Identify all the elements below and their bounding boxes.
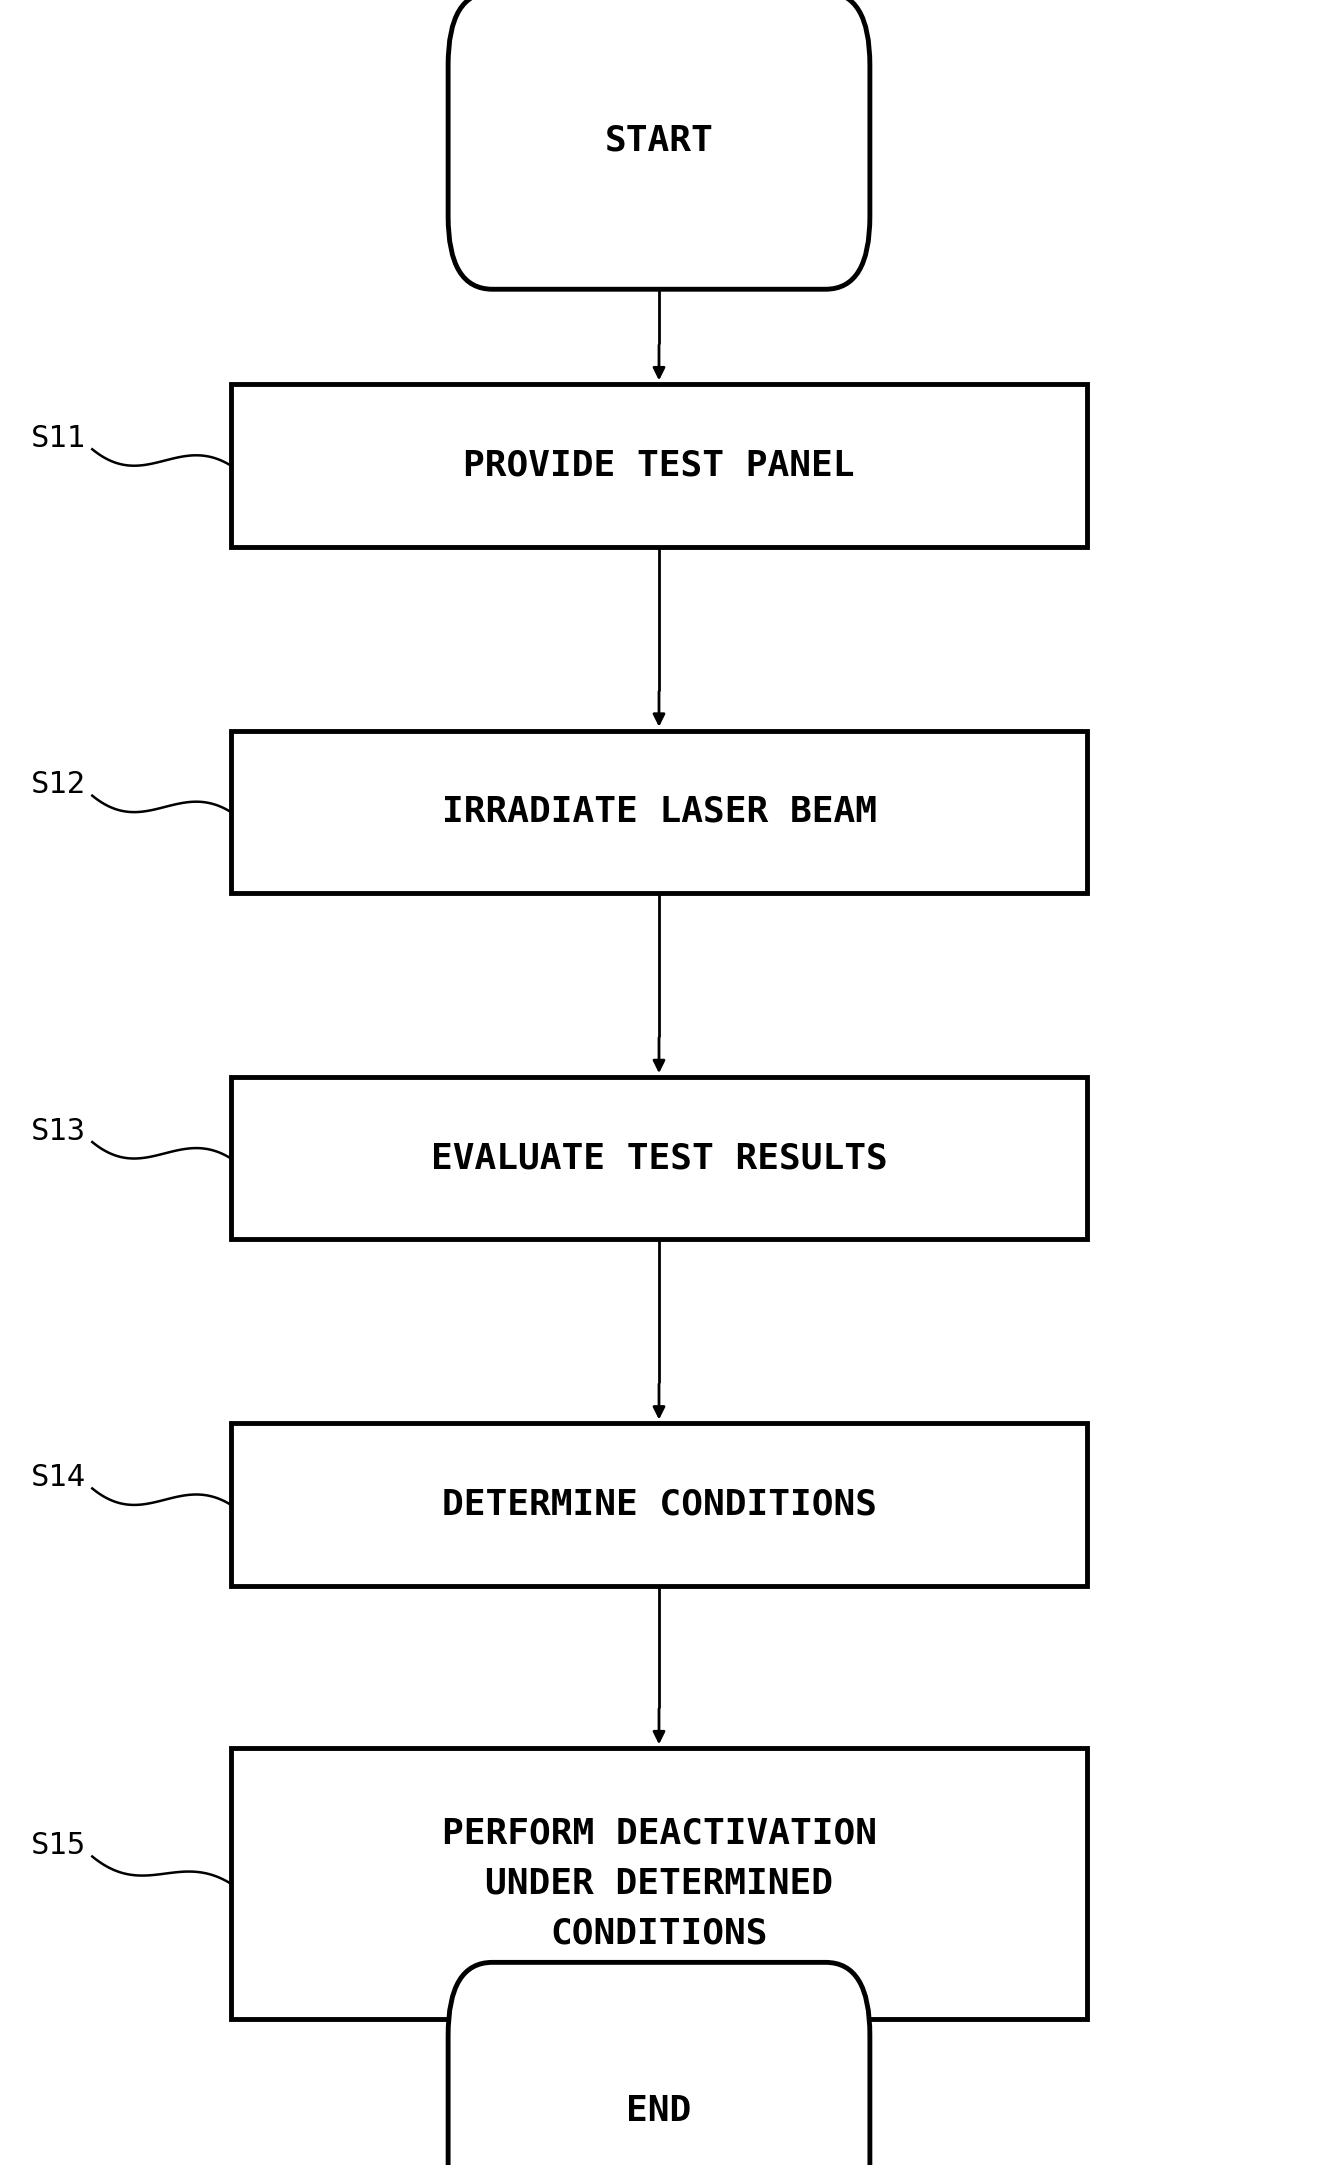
- Text: S14: S14: [30, 1464, 86, 1492]
- Text: PERFORM DEACTIVATION
UNDER DETERMINED
CONDITIONS: PERFORM DEACTIVATION UNDER DETERMINED CO…: [442, 1816, 876, 1951]
- Text: START: START: [605, 123, 713, 158]
- Text: PROVIDE TEST PANEL: PROVIDE TEST PANEL: [463, 448, 855, 483]
- Text: END: END: [626, 2094, 692, 2128]
- Text: DETERMINE CONDITIONS: DETERMINE CONDITIONS: [442, 1487, 876, 1522]
- FancyBboxPatch shape: [448, 0, 870, 290]
- Bar: [231, 1425, 1087, 1585]
- Text: S13: S13: [30, 1117, 86, 1145]
- Bar: [231, 1749, 1087, 2018]
- Bar: [231, 1078, 1087, 1238]
- Text: S12: S12: [30, 771, 86, 799]
- FancyBboxPatch shape: [448, 1961, 870, 2165]
- Bar: [231, 385, 1087, 548]
- Text: IRRADIATE LASER BEAM: IRRADIATE LASER BEAM: [442, 795, 876, 829]
- Bar: [231, 732, 1087, 894]
- Text: S11: S11: [30, 424, 86, 452]
- Text: EVALUATE TEST RESULTS: EVALUATE TEST RESULTS: [431, 1141, 887, 1176]
- Text: S15: S15: [30, 1832, 86, 1860]
